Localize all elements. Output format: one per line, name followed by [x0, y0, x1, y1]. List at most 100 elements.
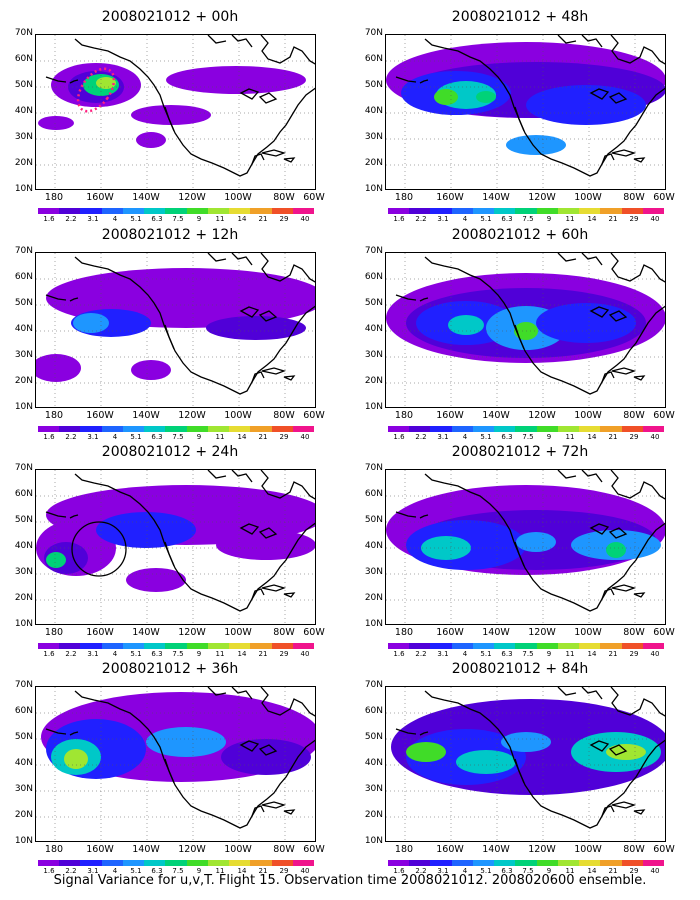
coastline — [261, 801, 287, 809]
panel-title: 2008021012 + 00h — [101, 9, 239, 25]
lat-label: 40N — [364, 106, 383, 116]
colorbar-swatch — [186, 426, 208, 432]
colorbar-swatch — [80, 426, 102, 432]
colorbar-label: 14 — [237, 215, 247, 223]
colorbar-label: 1.6 — [393, 215, 405, 223]
lat-label: 70N — [14, 463, 33, 473]
colorbar — [388, 860, 665, 866]
colorbar-label: 2.2 — [65, 433, 77, 441]
coastline — [633, 157, 646, 163]
colorbar-swatch — [642, 208, 665, 214]
coastline — [424, 690, 665, 829]
colorbar-label: 11 — [565, 215, 575, 223]
coastline — [633, 592, 646, 598]
variance-map — [35, 252, 316, 408]
coastline — [283, 157, 296, 163]
colorbar-label: 1.6 — [393, 650, 405, 658]
colorbar-swatch — [38, 208, 60, 214]
colorbar-label: 29 — [629, 215, 639, 223]
lon-label: 160W — [86, 192, 114, 203]
coastline — [514, 324, 525, 350]
colorbar-label: 11 — [215, 650, 225, 658]
coastline — [581, 687, 603, 700]
lat-label: 40N — [14, 324, 33, 334]
coastline — [207, 35, 227, 44]
lat-label: 30N — [14, 567, 33, 577]
colorbar-label: 14 — [587, 433, 597, 441]
coastline — [601, 153, 615, 165]
colorbar-swatch — [292, 426, 315, 432]
colorbar-swatch — [122, 643, 145, 649]
lat-label: 50N — [364, 732, 383, 742]
lat-label: 20N — [364, 376, 383, 386]
coastline — [74, 473, 315, 612]
colorbar-label: 9 — [196, 867, 202, 875]
colorbar-swatch — [250, 426, 272, 432]
coastline — [601, 805, 615, 817]
coastline — [610, 687, 665, 717]
lat-label: 30N — [364, 350, 383, 360]
colorbar — [388, 208, 665, 214]
lat-label: 40N — [14, 758, 33, 768]
colorbar-swatch — [515, 643, 537, 649]
colorbar-label: 3.1 — [437, 650, 449, 658]
coastline — [74, 690, 315, 829]
coastline — [514, 541, 525, 567]
colorbar-swatch — [579, 426, 601, 432]
lon-label: 100W — [224, 192, 252, 203]
coastline — [589, 740, 610, 752]
variance-contour — [73, 313, 109, 333]
colorbar-swatch — [144, 860, 166, 866]
colorbar-label: 6.3 — [501, 867, 513, 875]
lon-label: 60W — [653, 844, 675, 855]
colorbar-swatch — [207, 860, 230, 866]
coastline — [419, 297, 429, 302]
lat-label: 60N — [364, 54, 383, 64]
colorbar-swatch — [271, 860, 293, 866]
lon-label: 120W — [528, 627, 556, 638]
colorbar-label: 2.2 — [415, 433, 427, 441]
colorbar-swatch — [451, 208, 473, 214]
colorbar-label: 6.3 — [151, 867, 163, 875]
lon-label: 160W — [436, 627, 464, 638]
coastline — [231, 35, 253, 48]
variance-contour — [456, 750, 516, 774]
figure-caption: Signal Variance for u,v,T. Flight 15. Ob… — [53, 873, 647, 888]
lon-label: 100W — [224, 844, 252, 855]
coastline — [557, 687, 577, 696]
colorbar-swatch — [292, 208, 315, 214]
colorbar-swatch — [557, 860, 580, 866]
variance-map — [385, 469, 666, 625]
colorbar-swatch — [557, 426, 580, 432]
variance-contour — [434, 89, 458, 105]
variance-contour — [406, 742, 446, 762]
coastline — [45, 294, 67, 301]
colorbar-label: 4 — [112, 433, 118, 441]
coastline — [231, 253, 253, 266]
colorbar-swatch — [494, 208, 516, 214]
variance-contour — [536, 303, 636, 343]
colorbar-swatch — [122, 208, 145, 214]
lon-label: 140W — [482, 410, 510, 421]
colorbar-label: 3.1 — [437, 433, 449, 441]
colorbar-label: 6.3 — [501, 215, 513, 223]
colorbar-label: 40 — [300, 650, 310, 658]
coastline — [260, 35, 315, 65]
coastline — [207, 470, 227, 479]
colorbar-swatch — [122, 860, 145, 866]
map-panel: 2008021012 + 72h 70N 60N 50N 40N 30N 20N 10N 180… — [350, 439, 690, 658]
coastline — [207, 687, 227, 696]
colorbar-swatch — [186, 208, 208, 214]
lon-label: 140W — [482, 192, 510, 203]
coastline — [608, 527, 628, 539]
colorbar-swatch — [38, 860, 60, 866]
lat-label: 40N — [364, 324, 383, 334]
lon-label: 180 — [394, 192, 414, 203]
coastline — [514, 106, 525, 132]
colorbar-label: 21 — [608, 215, 618, 223]
colorbar-label: 1.6 — [393, 867, 405, 875]
colorbar-label: 9 — [546, 650, 552, 658]
coastline — [69, 79, 79, 84]
colorbar-label: 3.1 — [437, 215, 449, 223]
colorbar-swatch — [80, 643, 102, 649]
